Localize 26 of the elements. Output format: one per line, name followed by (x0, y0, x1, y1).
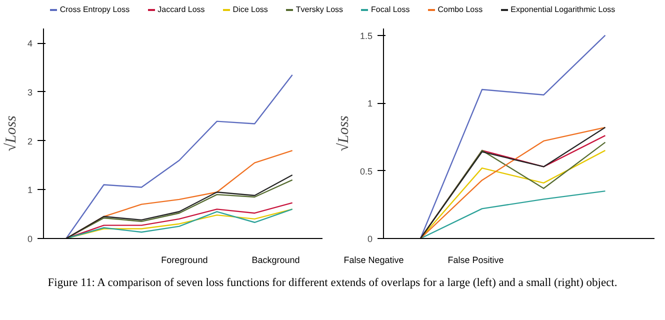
y-tick-label: 2 (27, 136, 33, 146)
y-axis-title: √Loss (3, 115, 20, 152)
legend-label: Exponential Logarithmic Loss (510, 4, 616, 16)
line-series (420, 34, 606, 238)
y-tick-label: 0.5 (360, 166, 373, 176)
legend-label: Tversky Loss (294, 4, 344, 16)
y-axis-title: √Loss (336, 115, 352, 152)
line-series (66, 74, 293, 238)
y-tick-label: 0 (367, 234, 373, 244)
y-tick-label: 0 (27, 234, 33, 244)
y-tick-label: 4 (27, 38, 33, 49)
caption: Figure 11: A comparison of seven loss functions for different extends of overlaps for a large (left) and a small (right) object. (46, 276, 618, 291)
legend-label: Combo Loss (436, 4, 483, 16)
legend-label: Jaccard Loss (156, 4, 205, 16)
legend-label: Dice Loss (232, 4, 268, 16)
text: Foreground (161, 255, 208, 265)
y-tick-label: 3 (27, 87, 33, 98)
y-tick-label: 1 (367, 98, 373, 109)
y-tick-label: 1.5 (360, 30, 373, 41)
line-series (420, 190, 606, 238)
text: False Negative (344, 255, 404, 265)
legend-label: Cross Entropy Loss (58, 4, 130, 16)
text: Background (252, 255, 300, 265)
legend-label: Focal Loss (370, 4, 410, 16)
y-tick-label: 1 (27, 185, 33, 196)
text: False Positive (448, 255, 504, 265)
